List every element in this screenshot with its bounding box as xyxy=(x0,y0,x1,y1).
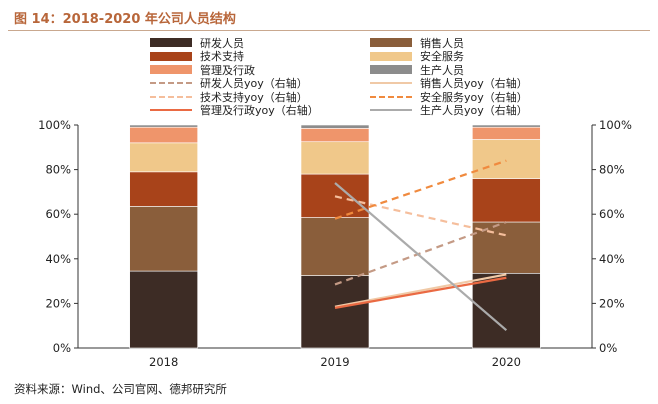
legend-swatch xyxy=(150,95,192,98)
bar-segment-研发人员 xyxy=(129,270,198,349)
legend-label: 管理及行政 xyxy=(200,63,255,77)
yoy-line-管理及行政yoy xyxy=(334,276,507,309)
source-note: 资料来源：Wind、公司官网、德邦研究所 xyxy=(14,382,227,396)
legend-item: 生产人员yoy（右轴） xyxy=(370,104,528,117)
bar-segment-安全服务 xyxy=(300,141,370,175)
legend-item: 研发人员yoy（右轴） xyxy=(150,77,308,90)
legend-item: 安全服务yoy（右轴） xyxy=(370,90,528,104)
left-axis-tick-label: 20% xyxy=(45,296,71,310)
left-axis-tick-label: 60% xyxy=(45,207,71,221)
bar-segment-技术支持 xyxy=(129,171,198,207)
legend-swatch xyxy=(150,51,192,61)
legend-swatch xyxy=(150,82,192,84)
legend-label: 技术支持 xyxy=(200,50,244,63)
legend-item: 销售人员yoy（右轴） xyxy=(370,77,528,90)
legend-swatch xyxy=(370,95,412,98)
legend-swatch xyxy=(370,65,412,74)
legend-label: 研发人员 xyxy=(200,36,244,50)
chart-legend: 研发人员 销售人员技术支持 安全服务管理及行政 生产人员研发人员yoy（右轴） 销售人员… xyxy=(150,36,550,118)
title-divider xyxy=(8,30,650,31)
yoy-line-安全服务yoy xyxy=(334,159,507,220)
x-axis-tick-label: 2019 xyxy=(320,355,349,369)
left-axis-tick-label: 0% xyxy=(53,341,71,355)
bar-segment-安全服务 xyxy=(129,142,198,173)
right-axis-tick-label: 60% xyxy=(599,207,625,221)
legend-item: 销售人员 xyxy=(370,36,464,50)
right-axis-tick-label: 100% xyxy=(599,118,632,132)
bar-segment-销售人员 xyxy=(300,217,370,276)
legend-item: 管理及行政yoy（右轴） xyxy=(150,104,319,117)
bar-segment-销售人员 xyxy=(129,206,198,272)
legend-label: 技术支持yoy（右轴） xyxy=(200,90,308,104)
legend-item: 生产人员 xyxy=(370,63,464,77)
bar-segment-生产人员 xyxy=(472,124,541,128)
legend-label: 销售人员 xyxy=(420,36,464,50)
legend-item: 技术支持yoy（右轴） xyxy=(150,90,308,104)
left-axis-tick-label: 100% xyxy=(38,118,71,132)
bar-segment-技术支持 xyxy=(472,178,541,223)
legend-item: 技术支持 xyxy=(150,50,244,63)
legend-swatch xyxy=(370,38,412,47)
legend-item: 安全服务 xyxy=(370,50,464,63)
bar-segment-研发人员 xyxy=(300,275,370,349)
legend-swatch xyxy=(150,65,192,74)
right-axis-tick-label: 80% xyxy=(599,163,625,177)
left-axis-tick-label: 40% xyxy=(45,252,71,266)
legend-label: 管理及行政yoy（右轴） xyxy=(200,104,319,117)
yoy-line-研发人员yoy xyxy=(334,220,507,286)
legend-label: 生产人员 xyxy=(420,63,464,77)
right-axis-tick-label: 40% xyxy=(599,252,625,266)
legend-item: 研发人员 xyxy=(150,36,244,50)
bar-segment-管理及行政 xyxy=(129,126,198,144)
x-axis-tick-label: 2020 xyxy=(492,355,521,369)
legend-swatch xyxy=(370,109,412,111)
legend-swatch xyxy=(370,82,412,84)
legend-label: 研发人员yoy（右轴） xyxy=(200,77,308,90)
legend-swatch xyxy=(150,38,192,47)
right-axis-tick-label: 20% xyxy=(599,296,625,310)
legend-label: 安全服务yoy（右轴） xyxy=(420,90,528,104)
bar-segment-生产人员 xyxy=(129,124,198,128)
legend-item: 管理及行政 xyxy=(150,63,255,77)
left-axis-tick-label: 80% xyxy=(45,163,71,177)
bar-segment-管理及行政 xyxy=(472,126,541,140)
yoy-line-生产人员yoy xyxy=(334,182,508,331)
legend-swatch xyxy=(150,109,192,111)
x-axis-tick-label: 2018 xyxy=(149,355,178,369)
legend-label: 销售人员yoy（右轴） xyxy=(420,77,528,90)
bar-segment-管理及行政 xyxy=(300,128,370,143)
yoy-line-技术支持yoy xyxy=(334,195,507,237)
bar-segment-安全服务 xyxy=(472,139,541,179)
legend-label: 生产人员yoy（右轴） xyxy=(420,104,528,117)
yoy-line-销售人员yoy xyxy=(334,273,507,308)
bar-segment-生产人员 xyxy=(300,124,370,129)
chart-title: 图 14：2018-2020 年公司人员结构 xyxy=(14,12,236,27)
legend-label: 安全服务 xyxy=(420,50,464,63)
legend-swatch xyxy=(370,51,412,61)
right-axis-tick-label: 0% xyxy=(599,341,617,355)
